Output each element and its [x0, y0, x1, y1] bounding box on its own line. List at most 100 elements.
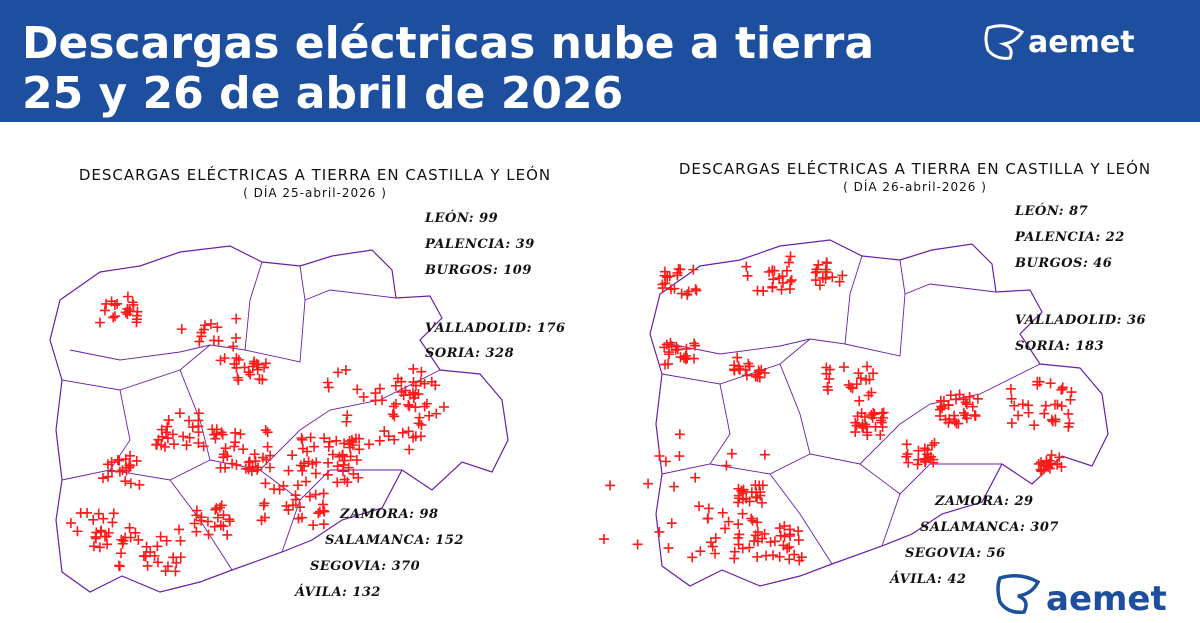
- strike-marker: [768, 274, 779, 285]
- strike-marker: [1052, 459, 1063, 470]
- strike-marker: [793, 535, 804, 546]
- strike-marker: [184, 432, 195, 443]
- province-name: BURGOS:: [424, 263, 498, 278]
- strike-marker: [747, 515, 758, 526]
- strike-marker: [744, 496, 755, 507]
- strike-count: 328: [485, 346, 514, 361]
- strike-marker: [1006, 393, 1017, 404]
- strike-marker: [774, 523, 785, 534]
- strike-marker: [257, 374, 268, 385]
- strike-marker: [120, 476, 131, 487]
- strike-marker: [1063, 421, 1074, 432]
- strike-marker: [222, 451, 233, 462]
- strike-marker: [761, 550, 772, 561]
- strike-marker: [856, 408, 867, 419]
- strike-marker: [383, 431, 394, 442]
- strike-marker: [426, 376, 437, 387]
- strike-marker: [764, 266, 775, 277]
- strike-marker: [674, 429, 685, 440]
- strike-marker: [184, 415, 195, 426]
- strike-marker: [338, 459, 349, 470]
- province-count: LEÓN: 87: [1014, 202, 1088, 219]
- strike-count: 22: [1105, 230, 1125, 245]
- strike-marker: [793, 526, 804, 537]
- strike-marker: [666, 518, 677, 529]
- strike-marker: [875, 429, 886, 440]
- strike-marker: [243, 457, 254, 468]
- strike-marker: [901, 451, 912, 462]
- strike-marker: [307, 458, 318, 469]
- strike-marker: [88, 541, 99, 552]
- strike-marker: [120, 307, 131, 318]
- strike-marker: [364, 439, 375, 450]
- strike-marker: [392, 373, 403, 384]
- strike-marker: [290, 494, 301, 505]
- strike-marker: [1013, 410, 1024, 421]
- strike-marker: [729, 546, 740, 557]
- strike-marker: [1056, 401, 1067, 412]
- strike-marker: [407, 387, 418, 398]
- strike-marker: [408, 432, 419, 443]
- strike-marker: [130, 527, 141, 538]
- strike-marker: [845, 382, 856, 393]
- strike-marker: [113, 560, 124, 571]
- strike-marker: [663, 349, 674, 360]
- strike-marker: [175, 535, 186, 546]
- strike-count: 109: [503, 263, 532, 278]
- strike-marker: [680, 354, 691, 365]
- strike-marker: [176, 324, 187, 335]
- strike-marker: [358, 391, 369, 402]
- province-name: ÁVILA:: [888, 571, 942, 587]
- strike-marker: [98, 513, 109, 524]
- province-border: [881, 493, 901, 547]
- strike-marker: [131, 317, 142, 328]
- strike-marker: [817, 272, 828, 283]
- map-title: DESCARGAS ELÉCTRICAS A TIERRA EN CASTILL…: [679, 159, 1151, 178]
- strike-marker: [212, 512, 223, 523]
- strike-marker: [229, 441, 240, 452]
- strike-marker: [919, 453, 930, 464]
- strike-marker: [1006, 418, 1017, 429]
- map-subtitle: ( DÍA 25-abril-2026 ): [243, 185, 387, 200]
- strike-marker: [99, 305, 110, 316]
- strike-marker: [207, 424, 218, 435]
- strike-marker: [1035, 464, 1046, 475]
- strike-marker: [389, 411, 400, 422]
- strike-marker: [759, 528, 770, 539]
- strike-marker: [1056, 461, 1067, 472]
- strike-marker: [654, 526, 665, 537]
- strike-marker: [120, 532, 131, 543]
- strike-marker: [695, 546, 706, 557]
- strike-marker: [690, 284, 701, 295]
- strike-marker: [662, 272, 673, 283]
- strike-marker: [318, 519, 329, 530]
- strike-marker: [318, 488, 329, 499]
- strike-marker: [293, 513, 304, 524]
- strike-marker: [264, 462, 275, 473]
- strike-marker: [877, 421, 888, 432]
- map-title: DESCARGAS ELÉCTRICAS A TIERRA EN CASTILL…: [79, 165, 551, 184]
- strike-marker: [408, 363, 419, 374]
- province-border: [281, 499, 301, 553]
- strike-marker: [767, 281, 778, 292]
- strike-marker: [675, 352, 686, 363]
- strike-marker: [1029, 420, 1040, 431]
- header-logo: aemet: [984, 24, 1135, 60]
- strike-marker: [421, 398, 432, 409]
- strike-marker: [403, 399, 414, 410]
- strike-marker: [342, 477, 353, 488]
- strike-marker: [673, 264, 684, 275]
- strike-count: 36: [1127, 313, 1146, 328]
- strike-marker: [717, 507, 728, 518]
- strike-marker: [726, 448, 737, 459]
- strike-marker: [162, 421, 173, 432]
- strike-marker: [824, 373, 835, 384]
- strike-marker: [141, 541, 152, 552]
- strike-marker: [249, 449, 260, 460]
- strike-count: 39: [516, 237, 535, 252]
- strike-marker: [121, 462, 132, 473]
- strike-marker: [765, 537, 776, 548]
- strike-marker: [734, 529, 745, 540]
- strike-marker: [248, 358, 259, 369]
- strike-marker: [259, 362, 270, 373]
